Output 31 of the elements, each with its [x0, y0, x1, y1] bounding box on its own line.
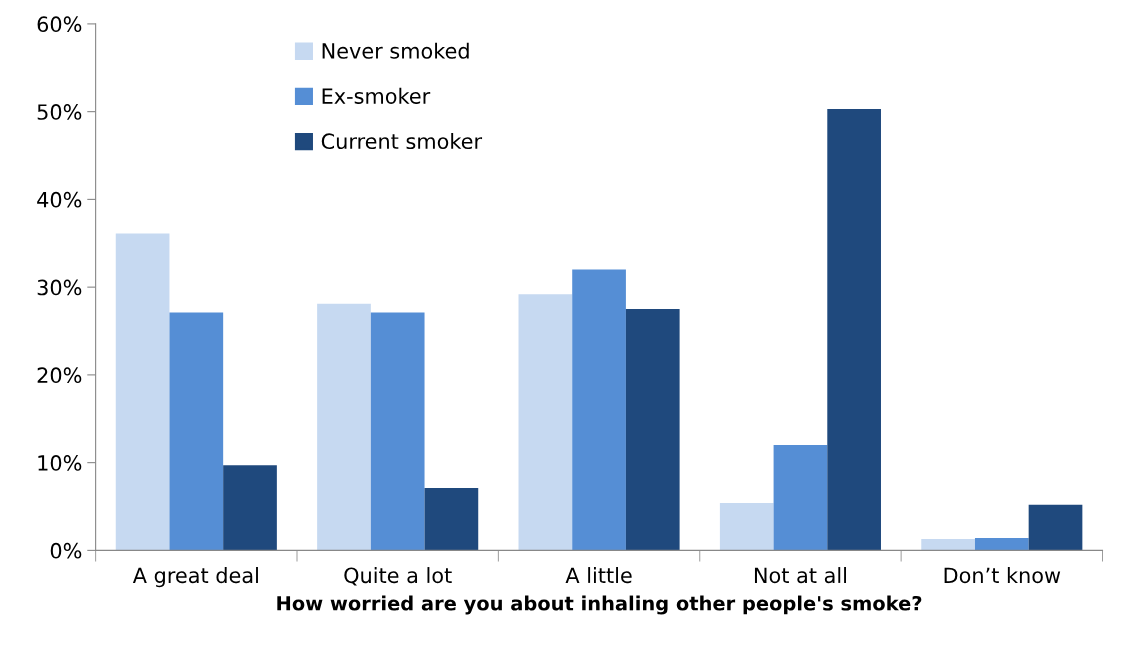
- bar: [1028, 504, 1083, 551]
- y-tick-label: 40%: [37, 191, 82, 208]
- bar: [974, 538, 1029, 551]
- x-tick-label: A little: [565, 567, 632, 584]
- bar: [518, 294, 573, 551]
- x-tick-label: Not at all: [754, 567, 846, 584]
- legend-label: Ex-smoker: [322, 87, 431, 104]
- bar: [921, 538, 975, 551]
- x-tick-label: A great deal: [132, 567, 258, 588]
- y-tick-label: 10%: [38, 455, 82, 471]
- bar: [223, 465, 277, 551]
- x-tick-label: Don’t know: [944, 567, 1061, 584]
- bar: [115, 233, 170, 551]
- bar: [773, 445, 828, 551]
- bar: [317, 303, 371, 551]
- bar: [827, 109, 881, 551]
- bar: [424, 488, 479, 551]
- x-axis-title: How worried are you about inhaling other people's smoke?: [277, 595, 922, 615]
- legend-label: Current smoker: [321, 132, 483, 150]
- bar: [625, 309, 680, 551]
- y-tick-label: 50%: [37, 104, 82, 120]
- x-tick-label: Quite a lot: [344, 567, 452, 586]
- y-tick-label: 60%: [37, 16, 82, 33]
- bar: [719, 503, 774, 551]
- bar: [572, 269, 626, 551]
- bar: [370, 312, 425, 551]
- y-tick-label: 20%: [37, 367, 82, 384]
- legend-label: Never smoked: [322, 42, 469, 59]
- y-tick-label: 30%: [37, 279, 82, 296]
- bar: [169, 312, 224, 551]
- y-tick-label: 0%: [50, 542, 82, 559]
